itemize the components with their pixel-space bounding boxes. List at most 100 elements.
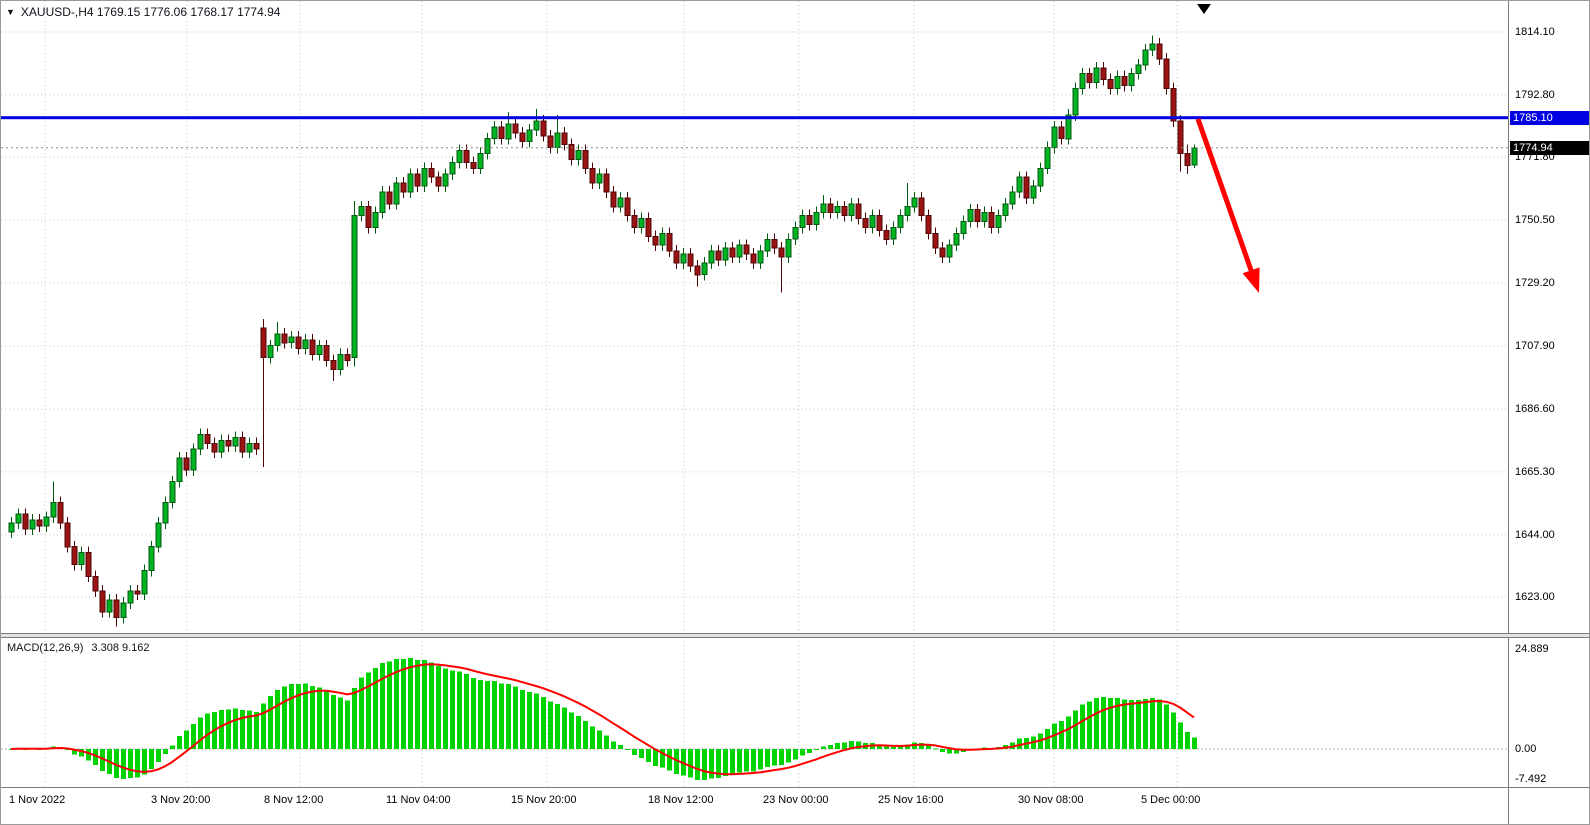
candle-body: [36, 519, 43, 527]
chart-title-bar: ▼ XAUUSD-,H4 1769.15 1776.06 1768.17 177…: [6, 5, 280, 19]
candle-body: [764, 238, 771, 252]
candle-body: [1191, 147, 1198, 166]
candle-body: [652, 235, 659, 246]
candle-body: [491, 126, 498, 140]
candle-body: [1051, 126, 1058, 149]
macd-bar: [464, 674, 469, 749]
macd-bar: [149, 749, 154, 769]
candle-body: [771, 238, 778, 249]
candle-body: [603, 173, 610, 193]
macd-bar: [569, 712, 574, 749]
candle-body: [638, 218, 645, 229]
candle-body: [435, 176, 442, 187]
candle-body: [624, 197, 631, 217]
candle-body: [281, 333, 288, 344]
candle-body: [141, 569, 148, 595]
macd-bar: [814, 749, 819, 750]
macd-indicator-values: 3.308 9.162: [91, 642, 150, 654]
candle-body: [820, 203, 827, 214]
candle-body: [778, 247, 785, 258]
macd-bar: [716, 749, 721, 778]
candle-body: [519, 132, 526, 143]
candle-wick: [907, 183, 908, 222]
time-axis-label: 25 Nov 16:00: [878, 794, 944, 806]
macd-bar: [1073, 710, 1078, 749]
macd-bar: [429, 662, 434, 749]
candle-body: [239, 436, 246, 453]
candle-body: [918, 197, 925, 217]
candle-body: [1079, 73, 1086, 89]
macd-bar: [457, 671, 462, 749]
macd-bar: [191, 723, 196, 749]
candle-body: [659, 232, 666, 246]
chart-shift-marker-icon[interactable]: [1197, 4, 1211, 14]
macd-bar: [842, 742, 847, 749]
macd-bar: [583, 720, 588, 749]
candle-body: [190, 448, 197, 471]
candle-body: [750, 253, 757, 264]
candle-body: [582, 150, 589, 169]
candle-body: [813, 212, 820, 225]
macd-bar: [121, 749, 126, 779]
candle-body: [540, 120, 547, 137]
candle-body: [85, 552, 92, 577]
macd-bar: [254, 711, 259, 749]
candles: [8, 35, 1198, 627]
macd-bar: [380, 663, 385, 749]
time-axis-label: 18 Nov 12:00: [648, 794, 714, 806]
macd-bar: [1087, 701, 1092, 749]
macd-bar: [646, 749, 651, 762]
candle-body: [575, 150, 582, 161]
candle-body: [330, 360, 337, 370]
candle-body: [932, 232, 939, 249]
candle-body: [372, 212, 379, 228]
candle-body: [1044, 147, 1051, 169]
panel-divider[interactable]: [1, 633, 1589, 638]
candle-body: [547, 135, 554, 149]
macd-bar: [954, 749, 959, 754]
macd-bar: [562, 707, 567, 749]
macd-bar: [352, 687, 357, 749]
macd-bar: [366, 672, 371, 749]
macd-bar: [702, 749, 707, 781]
macd-bar: [184, 730, 189, 749]
price-axis[interactable]: 1814.10 1792.80 1771.80 1750.50 1729.20 1707.…: [1508, 1, 1589, 824]
candle-body: [414, 173, 421, 187]
candle-body: [666, 232, 673, 252]
candle-body: [799, 215, 806, 228]
trend-arrow-annotation[interactable]: [1195, 118, 1260, 293]
macd-bar: [898, 746, 903, 749]
macd-bar: [247, 710, 252, 749]
candle-body: [260, 327, 267, 359]
candle-body: [288, 336, 295, 344]
macd-bar: [163, 749, 168, 754]
macd-bar: [709, 749, 714, 779]
resistance-line[interactable]: [1, 116, 1508, 120]
chart-title: XAUUSD-,H4 1769.15 1776.06 1768.17 1774.…: [20, 5, 281, 19]
candle-body: [568, 144, 575, 160]
macd-bar: [310, 685, 315, 749]
macd-bar: [1066, 716, 1071, 749]
candle-body: [421, 167, 428, 187]
candle-body: [302, 339, 309, 350]
time-axis-label: 3 Nov 20:00: [151, 794, 211, 806]
candle-body: [155, 522, 162, 548]
candle-body: [1149, 43, 1156, 51]
macd-bar: [1101, 697, 1106, 749]
candle-body: [456, 150, 463, 163]
macd-bar: [667, 749, 672, 771]
candle-body: [470, 161, 477, 169]
candle-body: [841, 206, 848, 217]
macd-bar: [597, 730, 602, 749]
candle-body: [848, 203, 855, 217]
price-axis-label: 1729.20: [1515, 277, 1555, 289]
time-axis[interactable]: 1 Nov 2022 3 Nov 20:00 8 Nov 12:00 11 Nov 0…: [1, 788, 1508, 824]
candle-body: [974, 209, 981, 222]
macd-bar: [79, 749, 84, 757]
macd-scale-label: -7.492: [1515, 773, 1547, 785]
time-axis-label: 1 Nov 2022: [9, 794, 66, 806]
candle-body: [988, 212, 995, 228]
symbol-dropdown-icon[interactable]: ▼: [6, 7, 15, 17]
